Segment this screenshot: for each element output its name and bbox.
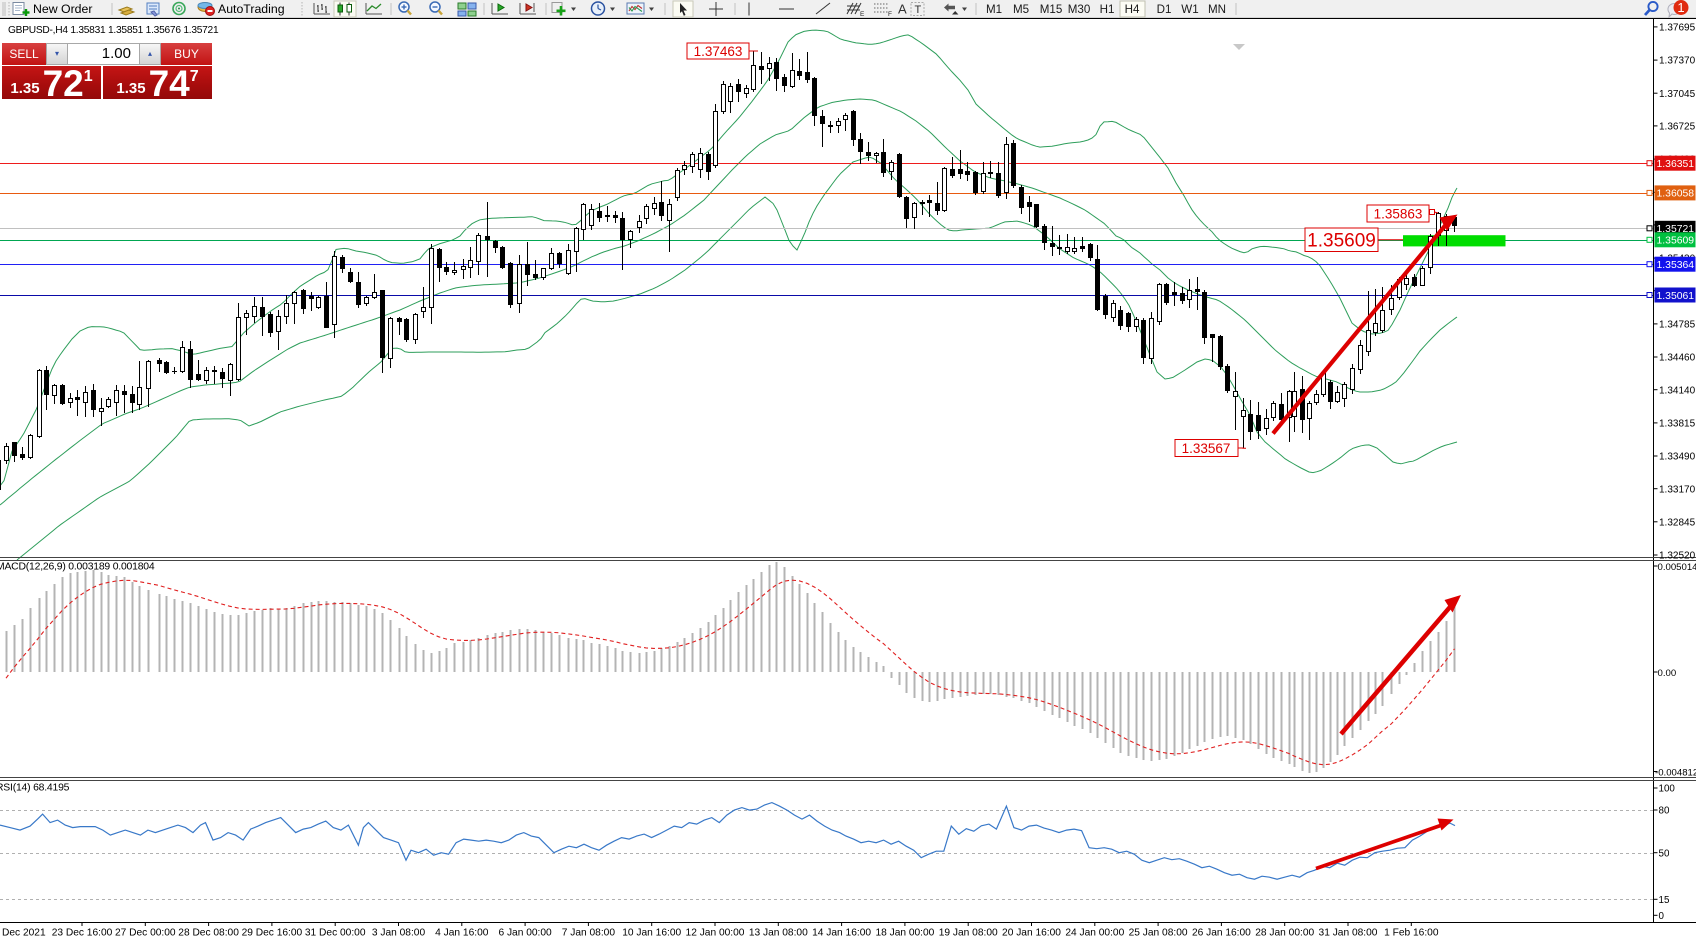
- svg-text:50: 50: [1659, 848, 1670, 859]
- svg-text:RSI(14) 68.4195: RSI(14) 68.4195: [0, 783, 70, 794]
- svg-text:23 Dec 16:00: 23 Dec 16:00: [52, 928, 113, 939]
- svg-text:1.34460: 1.34460: [1659, 353, 1696, 364]
- svg-text:1.34140: 1.34140: [1659, 385, 1696, 396]
- svg-text:31 Jan 08:00: 31 Jan 08:00: [1319, 928, 1378, 939]
- svg-text:M1: M1: [986, 3, 1002, 16]
- svg-text:1.35863: 1.35863: [1374, 207, 1423, 222]
- svg-text:13 Jan 08:00: 13 Jan 08:00: [749, 928, 808, 939]
- svg-text:1.36725: 1.36725: [1659, 122, 1696, 133]
- svg-text:1.35061: 1.35061: [1657, 291, 1695, 302]
- svg-text:H1: H1: [1100, 3, 1115, 16]
- svg-text:H4: H4: [1125, 3, 1140, 16]
- svg-text:0.005014: 0.005014: [1658, 562, 1696, 573]
- svg-text:M15: M15: [1040, 3, 1063, 16]
- svg-text:M5: M5: [1013, 3, 1029, 16]
- svg-text:19 Jan 08:00: 19 Jan 08:00: [939, 928, 998, 939]
- svg-text:1: 1: [1677, 0, 1684, 15]
- svg-text:29 Dec 16:00: 29 Dec 16:00: [242, 928, 303, 939]
- svg-text:25 Jan 08:00: 25 Jan 08:00: [1129, 928, 1188, 939]
- svg-text:7 Jan 08:00: 7 Jan 08:00: [562, 928, 616, 939]
- svg-text:1.33815: 1.33815: [1659, 419, 1696, 430]
- svg-text:80: 80: [1659, 806, 1670, 817]
- svg-text:1.33490: 1.33490: [1659, 452, 1696, 463]
- svg-text:1.37370: 1.37370: [1659, 56, 1696, 67]
- svg-text:1.35609: 1.35609: [1657, 236, 1695, 247]
- svg-text:T: T: [915, 4, 922, 16]
- svg-text:14 Jan 16:00: 14 Jan 16:00: [812, 928, 871, 939]
- svg-text:100: 100: [1659, 784, 1676, 795]
- svg-text:1.36058: 1.36058: [1657, 189, 1695, 200]
- svg-text:1.35364: 1.35364: [1657, 260, 1695, 271]
- svg-text:1.35609: 1.35609: [1307, 231, 1376, 252]
- svg-text:-0.004812: -0.004812: [1655, 768, 1696, 779]
- svg-text:1.32845: 1.32845: [1659, 517, 1696, 528]
- svg-text:GBPUSD-,H4 1.35831 1.35851 1.: GBPUSD-,H4 1.35831 1.35851 1.35676 1.357…: [8, 25, 219, 36]
- svg-text:31 Dec 00:00: 31 Dec 00:00: [305, 928, 366, 939]
- svg-text:10 Jan 16:00: 10 Jan 16:00: [622, 928, 681, 939]
- svg-text:1.34785: 1.34785: [1659, 320, 1696, 331]
- svg-text:MN: MN: [1208, 3, 1226, 16]
- svg-text:1.32520: 1.32520: [1659, 551, 1696, 562]
- svg-text:1.37695: 1.37695: [1659, 23, 1696, 34]
- svg-text:A: A: [898, 2, 907, 17]
- svg-text:28 Jan 00:00: 28 Jan 00:00: [1255, 928, 1314, 939]
- svg-text:27 Dec 00:00: 27 Dec 00:00: [115, 928, 176, 939]
- svg-text:F: F: [888, 11, 892, 18]
- svg-text:15: 15: [1659, 895, 1670, 906]
- svg-text:1.37045: 1.37045: [1659, 89, 1696, 100]
- svg-text:24 Jan 00:00: 24 Jan 00:00: [1065, 928, 1124, 939]
- svg-text:1.33170: 1.33170: [1659, 484, 1696, 495]
- svg-text:12 Jan 00:00: 12 Jan 00:00: [686, 928, 745, 939]
- svg-text:6 Jan 00:00: 6 Jan 00:00: [498, 928, 552, 939]
- svg-text:4 Jan 16:00: 4 Jan 16:00: [435, 928, 489, 939]
- svg-text:AutoTrading: AutoTrading: [218, 2, 285, 16]
- svg-text:1.35721: 1.35721: [1657, 224, 1695, 235]
- svg-text:20 Jan 16:00: 20 Jan 16:00: [1002, 928, 1061, 939]
- svg-text:1.36351: 1.36351: [1657, 159, 1695, 170]
- svg-text:E: E: [860, 11, 865, 18]
- svg-text:1.33567: 1.33567: [1182, 441, 1231, 456]
- svg-text:M30: M30: [1068, 3, 1091, 16]
- svg-text:1.37463: 1.37463: [694, 44, 743, 59]
- svg-text:D1: D1: [1157, 3, 1172, 16]
- svg-text:0.00: 0.00: [1658, 668, 1677, 679]
- svg-text:W1: W1: [1181, 3, 1198, 16]
- svg-text:0: 0: [1659, 911, 1665, 922]
- svg-text:Dec 2021: Dec 2021: [2, 928, 46, 939]
- svg-text:28 Dec 08:00: 28 Dec 08:00: [178, 928, 239, 939]
- svg-text:1 Feb 16:00: 1 Feb 16:00: [1384, 928, 1439, 939]
- svg-text:26 Jan 16:00: 26 Jan 16:00: [1192, 928, 1251, 939]
- svg-text:New Order: New Order: [33, 2, 92, 16]
- svg-text:3 Jan 08:00: 3 Jan 08:00: [372, 928, 426, 939]
- svg-text:MACD(12,26,9) 0.003189 0.00180: MACD(12,26,9) 0.003189 0.001804: [0, 562, 155, 573]
- svg-text:18 Jan 00:00: 18 Jan 00:00: [875, 928, 934, 939]
